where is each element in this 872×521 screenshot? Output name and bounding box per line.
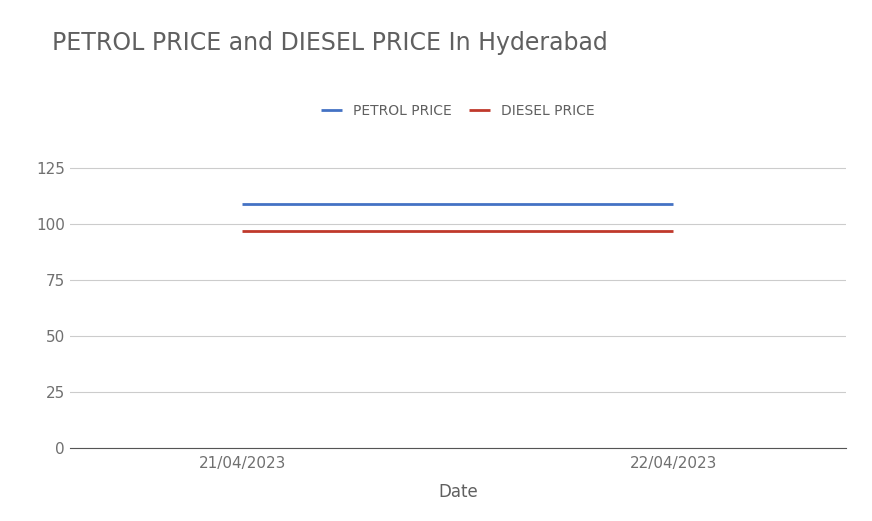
DIESEL PRICE [668,228,678,234]
X-axis label: Date: Date [438,482,478,501]
PETROL PRICE [237,201,248,207]
Legend: PETROL PRICE, DIESEL PRICE: PETROL PRICE, DIESEL PRICE [316,98,600,123]
PETROL PRICE [668,201,678,207]
Text: PETROL PRICE and DIESEL PRICE In Hyderabad: PETROL PRICE and DIESEL PRICE In Hyderab… [52,31,608,55]
DIESEL PRICE [237,228,248,234]
